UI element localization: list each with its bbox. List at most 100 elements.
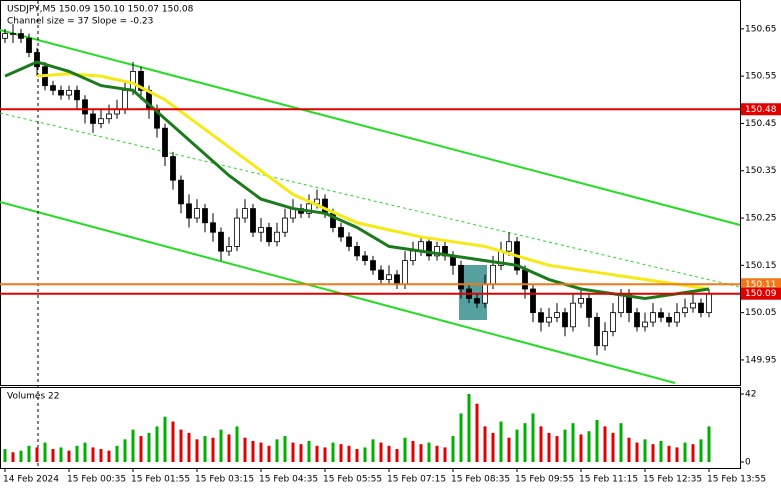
volume-bar bbox=[3, 449, 7, 462]
volume-bar bbox=[259, 442, 263, 462]
candle-body bbox=[266, 227, 272, 243]
candle-body bbox=[2, 33, 8, 39]
volume-bar bbox=[683, 442, 687, 462]
volume-bar bbox=[179, 429, 183, 462]
y-tick-label: 150.35 bbox=[745, 166, 777, 176]
volume-bar bbox=[203, 436, 207, 462]
volume-bar bbox=[579, 434, 583, 462]
candle-body bbox=[82, 99, 88, 115]
candle-body bbox=[706, 293, 712, 314]
volume-bar bbox=[595, 419, 599, 462]
volume-bar bbox=[403, 437, 407, 462]
x-tick-label: 14 Feb 2024 bbox=[3, 475, 59, 485]
volume-title: Volumes 22 bbox=[7, 392, 59, 402]
volume-bar bbox=[675, 447, 679, 462]
volume-bar bbox=[379, 442, 383, 462]
y-tick-label: 150.55 bbox=[745, 72, 777, 82]
volume-bar bbox=[19, 450, 23, 462]
volume-bar bbox=[539, 426, 543, 462]
volume-bar bbox=[555, 436, 559, 462]
candle-body bbox=[58, 89, 64, 96]
volume-bar bbox=[523, 423, 527, 462]
candle-body bbox=[602, 331, 608, 347]
candle-body bbox=[426, 241, 432, 257]
volume-bar bbox=[627, 437, 631, 462]
candle-body bbox=[346, 236, 352, 247]
candle-body bbox=[234, 217, 240, 247]
candle-body bbox=[490, 264, 496, 285]
candle-body bbox=[202, 208, 208, 224]
volume-bar bbox=[27, 445, 31, 462]
volume-bar bbox=[547, 432, 551, 462]
volume-bar bbox=[467, 394, 471, 462]
volume-bar bbox=[131, 429, 135, 462]
candle-body bbox=[402, 260, 408, 285]
candle-body bbox=[282, 217, 288, 233]
volume-bar bbox=[107, 450, 111, 462]
candle-body bbox=[386, 274, 392, 280]
candle-body bbox=[122, 89, 128, 110]
volume-bar bbox=[243, 437, 247, 462]
candle-body bbox=[434, 246, 440, 257]
candle-body bbox=[594, 316, 600, 347]
candle-body bbox=[530, 288, 536, 314]
candle-body bbox=[50, 85, 56, 91]
candle-body bbox=[250, 208, 256, 233]
volume-bar bbox=[499, 421, 503, 462]
volume-bar bbox=[571, 423, 575, 462]
price-panel bbox=[0, 0, 741, 386]
price-label: 150.11 bbox=[745, 280, 777, 290]
candle-body bbox=[666, 316, 672, 323]
volume-bar bbox=[651, 444, 655, 462]
candle-body bbox=[562, 312, 568, 328]
candle-body bbox=[658, 312, 664, 318]
candle-body bbox=[370, 260, 376, 271]
y-tick-label: 150.25 bbox=[745, 214, 777, 224]
x-tick-label: 15 Feb 13:55 bbox=[707, 475, 766, 485]
volume-bar bbox=[691, 444, 695, 462]
candle-body bbox=[242, 208, 248, 219]
volume-bar bbox=[363, 447, 367, 462]
candle-body bbox=[674, 312, 680, 323]
volume-bar bbox=[659, 440, 663, 462]
x-tick-label: 15 Feb 01:55 bbox=[131, 475, 190, 485]
candle-body bbox=[538, 312, 544, 323]
volume-bar bbox=[635, 442, 639, 462]
price-label-box bbox=[741, 103, 781, 116]
volume-bar bbox=[163, 416, 167, 462]
candle-body bbox=[682, 307, 688, 314]
candle-body bbox=[642, 321, 648, 328]
volume-bar bbox=[699, 439, 703, 462]
volume-bar bbox=[267, 445, 271, 462]
y-tick-label: 149.95 bbox=[745, 355, 777, 365]
volume-bar bbox=[507, 437, 511, 462]
channel-upper bbox=[0, 29, 741, 226]
candle-body bbox=[522, 269, 528, 290]
candle-body bbox=[570, 302, 576, 328]
volume-bar bbox=[139, 436, 143, 462]
x-tick-label: 15 Feb 12:35 bbox=[643, 475, 702, 485]
volume-bar bbox=[611, 432, 615, 462]
volume-bar bbox=[443, 447, 447, 462]
candle-body bbox=[258, 227, 264, 233]
volume-bar bbox=[35, 447, 39, 462]
volume-bar bbox=[339, 444, 343, 462]
candle-body bbox=[226, 246, 232, 252]
plot-layer bbox=[2, 24, 712, 356]
channel-middle bbox=[0, 112, 741, 288]
volume-bar bbox=[91, 447, 95, 462]
volume-bar bbox=[51, 449, 55, 462]
candle-body bbox=[130, 71, 136, 91]
candle-body bbox=[306, 203, 312, 214]
volume-bar bbox=[195, 439, 199, 462]
x-tick-label: 15 Feb 07:15 bbox=[387, 475, 446, 485]
volume-bar bbox=[563, 429, 567, 462]
x-tick-label: 15 Feb 08:35 bbox=[451, 475, 510, 485]
volume-bar bbox=[67, 450, 71, 462]
volume-bar bbox=[371, 439, 375, 462]
candle-body bbox=[90, 113, 96, 124]
candle-body bbox=[178, 179, 184, 205]
volume-bar bbox=[251, 440, 255, 462]
volume-bar bbox=[323, 447, 327, 462]
x-tick-label: 15 Feb 00:35 bbox=[67, 475, 126, 485]
